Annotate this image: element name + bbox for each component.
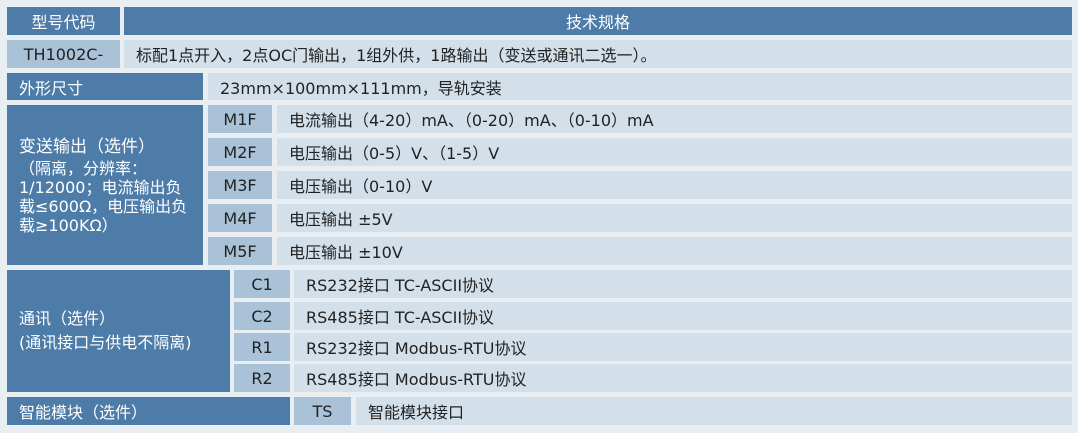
comm-label: 通讯（选件） xyxy=(19,309,116,328)
smart-desc: 智能模块接口 xyxy=(356,397,1072,425)
option-desc: RS232接口 TC-ASCII协议 xyxy=(294,270,1072,298)
comm-note: (通讯接口与供电不隔离) xyxy=(19,333,192,352)
option-code: M1F xyxy=(208,105,272,133)
transmit-label: 变送输出（选件） xyxy=(19,137,155,157)
option-code: R2 xyxy=(234,364,290,392)
option-code: R1 xyxy=(234,333,290,361)
header-spec: 技术规格 xyxy=(124,7,1072,35)
dimensions-label: 外形尺寸 xyxy=(7,73,203,100)
option-desc: RS232接口 Modbus-RTU协议 xyxy=(294,333,1072,361)
option-desc: RS485接口 TC-ASCII协议 xyxy=(294,302,1072,330)
model-code: TH1002C- xyxy=(7,40,120,68)
smart-code: TS xyxy=(294,397,351,425)
transmit-note: 载≤600Ω，电压输出负 xyxy=(19,197,188,216)
option-desc: RS485接口 Modbus-RTU协议 xyxy=(294,364,1072,392)
option-code: C2 xyxy=(234,302,290,330)
option-code: M2F xyxy=(208,138,272,166)
option-code: C1 xyxy=(234,270,290,298)
option-code: M5F xyxy=(208,237,272,265)
comm-label-block: 通讯（选件） (通讯接口与供电不隔离) xyxy=(7,270,230,392)
transmit-label-block: 变送输出（选件） （隔离，分辨率： 1/12000；电流输出负 载≤600Ω，电… xyxy=(7,105,203,265)
model-desc: 标配1点开入，2点OC门输出，1组外供，1路输出（变送或通讯二选一）。 xyxy=(124,40,1072,68)
option-desc: 电压输出 ±5V xyxy=(277,204,1072,232)
dimensions-value: 23mm×100mm×111mm，导轨安装 xyxy=(208,73,1072,100)
option-code: M4F xyxy=(208,204,272,232)
transmit-note: 1/12000；电流输出负 xyxy=(19,178,182,197)
smart-label: 智能模块（选件） xyxy=(7,397,290,425)
option-code: M3F xyxy=(208,171,272,199)
transmit-note: （隔离，分辨率： xyxy=(19,159,148,178)
option-desc: 电压输出 ±10V xyxy=(277,237,1072,265)
option-desc: 电压输出（0-5）V、（1-5）V xyxy=(277,138,1072,166)
header-model-code: 型号代码 xyxy=(7,7,120,35)
transmit-note: 载≥100KΩ） xyxy=(19,216,118,235)
option-desc: 电流输出（4-20）mA、（0-20）mA、（0-10）mA xyxy=(277,105,1072,133)
option-desc: 电压输出（0-10）V xyxy=(277,171,1072,199)
